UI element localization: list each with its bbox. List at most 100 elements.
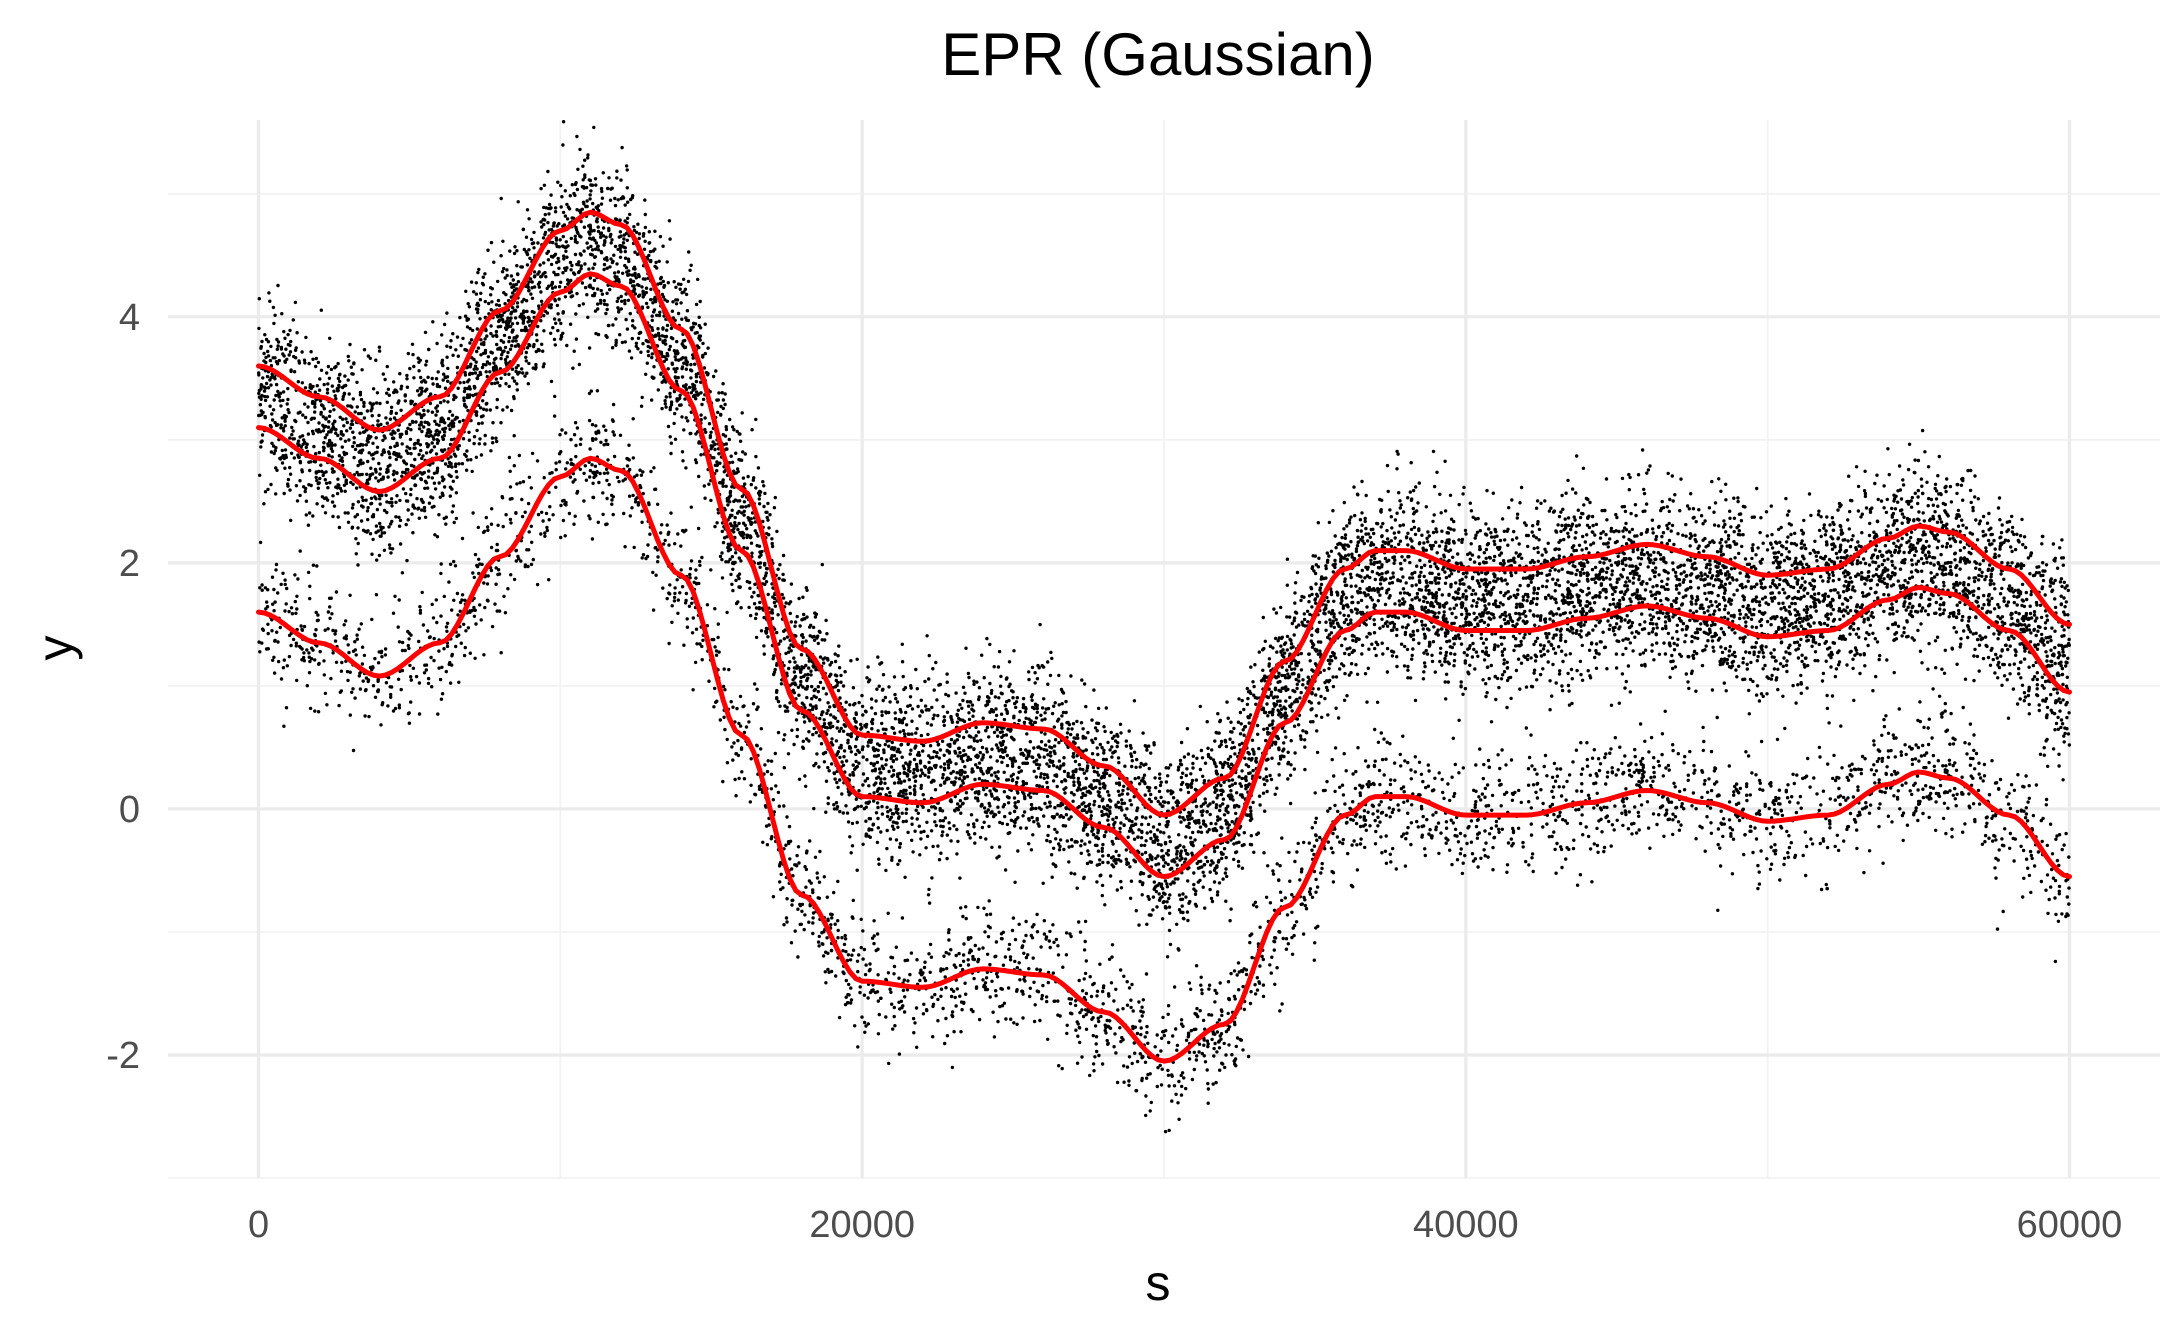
data-point [1958, 548, 1963, 553]
data-point [1148, 815, 1153, 819]
data-point [266, 349, 270, 354]
data-point [527, 248, 531, 252]
data-point [743, 482, 747, 486]
data-point [458, 315, 462, 320]
data-point [1350, 555, 1354, 559]
data-point [1867, 563, 1872, 567]
data-point [412, 364, 416, 369]
data-point [741, 450, 745, 454]
data-point [1650, 518, 1655, 522]
data-point [1922, 519, 1927, 523]
data-point [592, 125, 596, 130]
data-point [442, 322, 447, 327]
data-point [1385, 463, 1390, 468]
data-point [1360, 523, 1364, 527]
data-point [1285, 615, 1289, 619]
data-point [527, 217, 531, 221]
data-point [350, 419, 354, 423]
data-point [1913, 553, 1917, 558]
data-point [1046, 682, 1050, 686]
data-point [1882, 484, 1886, 488]
data-point [285, 357, 289, 361]
data-point [579, 264, 583, 268]
data-point [455, 335, 460, 339]
data-point [1199, 804, 1204, 808]
data-point [793, 660, 797, 664]
data-point [403, 393, 407, 397]
data-point [371, 457, 375, 461]
data-point [1300, 620, 1304, 624]
data-point [1437, 544, 1442, 548]
data-point [866, 744, 870, 748]
data-point [737, 521, 741, 526]
data-point [575, 187, 580, 192]
data-point [1788, 612, 1793, 616]
data-point [2021, 542, 2025, 547]
data-point [804, 639, 808, 643]
data-point [742, 546, 746, 550]
data-point [606, 186, 610, 191]
data-point [473, 371, 478, 375]
data-point [532, 246, 536, 250]
data-point [1293, 601, 1297, 605]
data-point [371, 441, 375, 445]
data-point [945, 749, 949, 753]
data-point [1794, 556, 1798, 560]
data-point [1917, 539, 1921, 543]
data-point [1842, 556, 1846, 560]
data-point [326, 425, 331, 429]
data-point [318, 377, 322, 381]
data-point [730, 425, 735, 429]
data-point [1029, 695, 1034, 699]
data-point [2020, 603, 2024, 608]
data-point [1239, 722, 1243, 726]
data-point [2059, 577, 2064, 581]
data-point [805, 588, 809, 592]
data-point [1905, 532, 1909, 537]
data-point [2020, 582, 2025, 587]
data-point [1809, 583, 1814, 588]
data-point [274, 382, 279, 387]
data-point [880, 688, 885, 692]
data-point [954, 691, 958, 695]
data-point [1410, 539, 1414, 543]
data-point [942, 723, 946, 728]
data-point [881, 673, 886, 677]
data-point [982, 676, 986, 680]
data-point [318, 399, 323, 403]
data-point [881, 698, 885, 703]
data-point [1435, 551, 1439, 555]
data-point [672, 280, 676, 284]
data-point [1591, 523, 1595, 528]
data-point [782, 637, 786, 641]
data-point [1158, 802, 1162, 806]
data-point [1535, 573, 1539, 577]
data-point [274, 360, 279, 364]
data-point [619, 250, 623, 254]
data-point [1162, 831, 1166, 835]
data-point [672, 349, 677, 353]
data-point [450, 424, 455, 429]
data-point [1860, 512, 1865, 516]
data-point [918, 714, 922, 718]
data-point [1721, 525, 1726, 529]
data-point [1712, 523, 1717, 527]
data-point [1012, 649, 1016, 653]
data-point [1356, 493, 1360, 497]
data-point [483, 348, 488, 353]
data-point [1981, 529, 1985, 534]
data-point [2028, 572, 2032, 576]
data-point [1860, 591, 1865, 595]
data-point [303, 402, 307, 406]
data-point [2010, 586, 2014, 591]
data-point [1014, 705, 1018, 710]
data-point [1989, 572, 1994, 576]
data-point [431, 320, 435, 324]
data-point [2060, 624, 2064, 629]
data-point [2020, 517, 2024, 522]
data-point [902, 771, 906, 775]
data-point [1760, 597, 1765, 601]
data-point [1785, 555, 1789, 559]
data-point [1342, 620, 1347, 625]
data-point [1774, 540, 1778, 544]
